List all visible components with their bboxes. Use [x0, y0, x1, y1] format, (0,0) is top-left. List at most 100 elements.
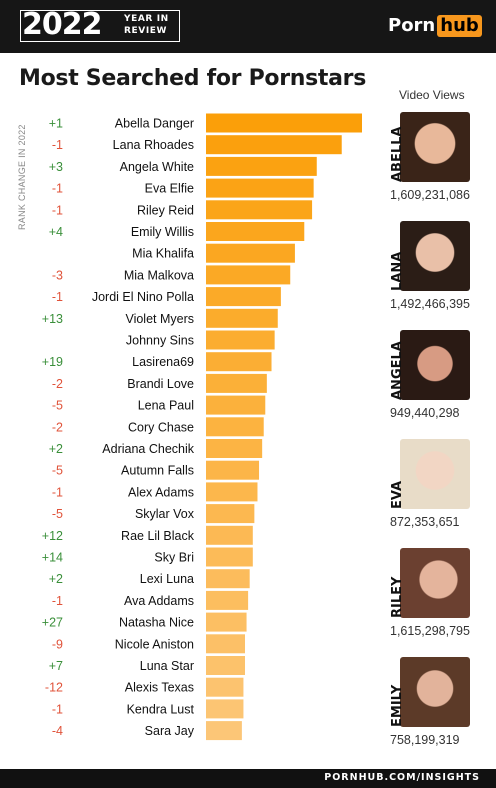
- bar-kendra-lust: [206, 699, 244, 719]
- rank-change-label: +27: [42, 616, 63, 630]
- featured-card-angela: ANGELA 949,440,298: [378, 330, 488, 440]
- category-label: Nicole Aniston: [115, 637, 194, 651]
- rank-change-label: -3: [52, 268, 63, 282]
- bar-mia-khalifa: [206, 243, 295, 263]
- bar-autumn-falls: [206, 460, 260, 480]
- rank-change-label: -2: [52, 377, 63, 391]
- bar-ava-addams: [206, 590, 249, 610]
- category-label: Riley Reid: [137, 203, 194, 217]
- bar-alex-adams: [206, 482, 258, 502]
- category-label: Sky Bri: [154, 551, 194, 565]
- portrait-photo: [400, 548, 470, 618]
- bar-lana-rhoades: [206, 135, 342, 155]
- rank-change-label: +3: [49, 160, 63, 174]
- rank-change-label: +1: [49, 117, 63, 131]
- bar-sara-jay: [206, 721, 242, 741]
- category-label: Johnny Sins: [126, 334, 194, 348]
- portrait-photo: [400, 657, 470, 727]
- bar-angela-white: [206, 156, 317, 176]
- rank-change-label: -1: [52, 702, 63, 716]
- rank-change-label: +13: [42, 312, 63, 326]
- category-label: Skylar Vox: [135, 507, 195, 521]
- category-label: Brandi Love: [127, 377, 194, 391]
- year-box: [20, 10, 180, 42]
- bar-eva-elfie: [206, 178, 314, 198]
- category-label: Jordi El Nino Polla: [92, 290, 194, 304]
- category-label: Autumn Falls: [121, 464, 194, 478]
- category-label: Abella Danger: [115, 117, 194, 131]
- portrait-photo: [400, 112, 470, 182]
- footer-link[interactable]: PORNHUB.COM/INSIGHTS: [324, 772, 480, 783]
- bar-skylar-vox: [206, 504, 255, 524]
- bar-abella-danger: [206, 113, 362, 133]
- bar-rae-lil-black: [206, 525, 253, 545]
- category-label: Cory Chase: [128, 420, 194, 434]
- video-views-value: 1,615,298,795: [390, 624, 470, 638]
- rank-change-label: +2: [49, 442, 63, 456]
- category-label: Lasirena69: [132, 355, 194, 369]
- featured-name: EMILY: [390, 684, 405, 727]
- category-label: Lena Paul: [138, 399, 194, 413]
- category-label: Emily Willis: [131, 225, 194, 239]
- rank-change-label: -9: [52, 637, 63, 651]
- bar-jordi-el-nino-polla: [206, 287, 281, 307]
- rank-change-label: -5: [52, 464, 63, 478]
- bars-layer: Abella Danger +1 Lana Rhoades -1 Angela Whit…: [42, 113, 362, 741]
- rank-change-label: -1: [52, 290, 63, 304]
- bar-mia-malkova: [206, 265, 291, 285]
- bar-luna-star: [206, 656, 245, 675]
- video-views-value: 758,199,319: [390, 733, 460, 747]
- category-label: Adriana Chechik: [102, 442, 194, 456]
- bar-johnny-sins: [206, 330, 275, 350]
- bar-alexis-texas: [206, 677, 244, 697]
- category-label: Alex Adams: [128, 485, 194, 499]
- logo-part-2: hub: [437, 15, 482, 37]
- featured-card-eva: EVA 872,353,651: [378, 439, 488, 549]
- category-label: Mia Malkova: [124, 268, 194, 282]
- chart-title: Most Searched for Pornstars: [19, 66, 367, 91]
- category-label: Ava Addams: [124, 594, 194, 608]
- rank-change-label: -2: [52, 420, 63, 434]
- category-label: Rae Lil Black: [121, 529, 195, 543]
- category-label: Natasha Nice: [119, 616, 194, 630]
- featured-name: RILEY: [390, 576, 405, 618]
- rank-change-label: -1: [52, 485, 63, 499]
- rank-change-label: +2: [49, 572, 63, 586]
- category-label: Alexis Texas: [125, 681, 194, 695]
- pornhub-logo[interactable]: Porn hub: [388, 14, 482, 38]
- rank-change-label: -5: [52, 399, 63, 413]
- category-label: Eva Elfie: [145, 182, 194, 196]
- logo-part-1: Porn: [388, 15, 436, 36]
- portrait-photo: [400, 221, 470, 291]
- bar-cory-chase: [206, 417, 264, 437]
- category-label: Kendra Lust: [127, 702, 195, 716]
- bar-adriana-chechik: [206, 439, 263, 458]
- featured-name: LANA: [390, 251, 405, 291]
- footer-bar: PORNHUB.COM/INSIGHTS: [0, 769, 496, 788]
- rank-change-label: -1: [52, 203, 63, 217]
- video-views-label: Video Views: [399, 88, 465, 102]
- featured-card-riley: RILEY 1,615,298,795: [378, 548, 488, 658]
- bar-riley-reid: [206, 200, 313, 220]
- featured-name: ABELLA: [390, 126, 405, 182]
- rank-change-label: -1: [52, 182, 63, 196]
- category-label: Sara Jay: [145, 724, 195, 738]
- year-in-review-label: YEAR IN REVIEW: [124, 14, 169, 36]
- bar-lasirena69: [206, 352, 272, 372]
- rank-change-label: +7: [49, 659, 63, 673]
- video-views-value: 872,353,651: [390, 515, 460, 529]
- year-label: 2022: [22, 7, 102, 42]
- rank-change-label: +12: [42, 529, 63, 543]
- bar-lexi-luna: [206, 569, 250, 589]
- video-views-value: 1,609,231,086: [390, 188, 470, 202]
- rank-change-label: -4: [52, 724, 63, 738]
- rank-change-label: -1: [52, 138, 63, 152]
- category-label: Luna Star: [140, 659, 194, 673]
- featured-card-abella: ABELLA 1,609,231,086: [378, 112, 488, 222]
- featured-card-emily: EMILY 758,199,319: [378, 657, 488, 767]
- category-label: Lana Rhoades: [113, 138, 194, 152]
- bar-brandi-love: [206, 373, 267, 393]
- featured-card-lana: LANA 1,492,466,395: [378, 221, 488, 331]
- video-views-value: 1,492,466,395: [390, 297, 470, 311]
